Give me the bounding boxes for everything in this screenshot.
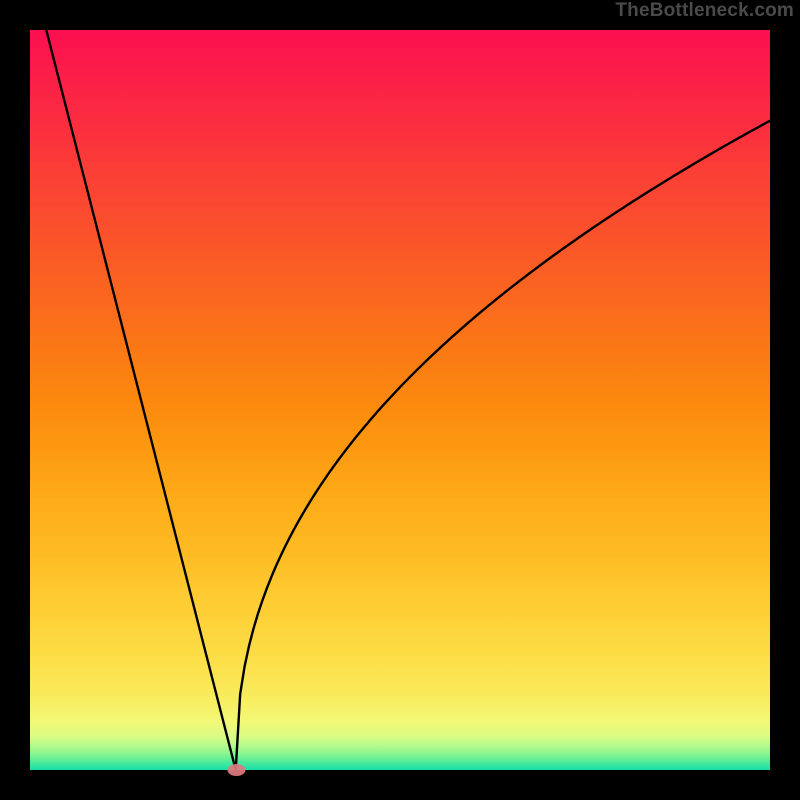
bottleneck-chart xyxy=(0,0,800,800)
chart-container: TheBottleneck.com xyxy=(0,0,800,800)
minimum-marker xyxy=(227,764,245,776)
watermark-text: TheBottleneck.com xyxy=(615,0,794,22)
